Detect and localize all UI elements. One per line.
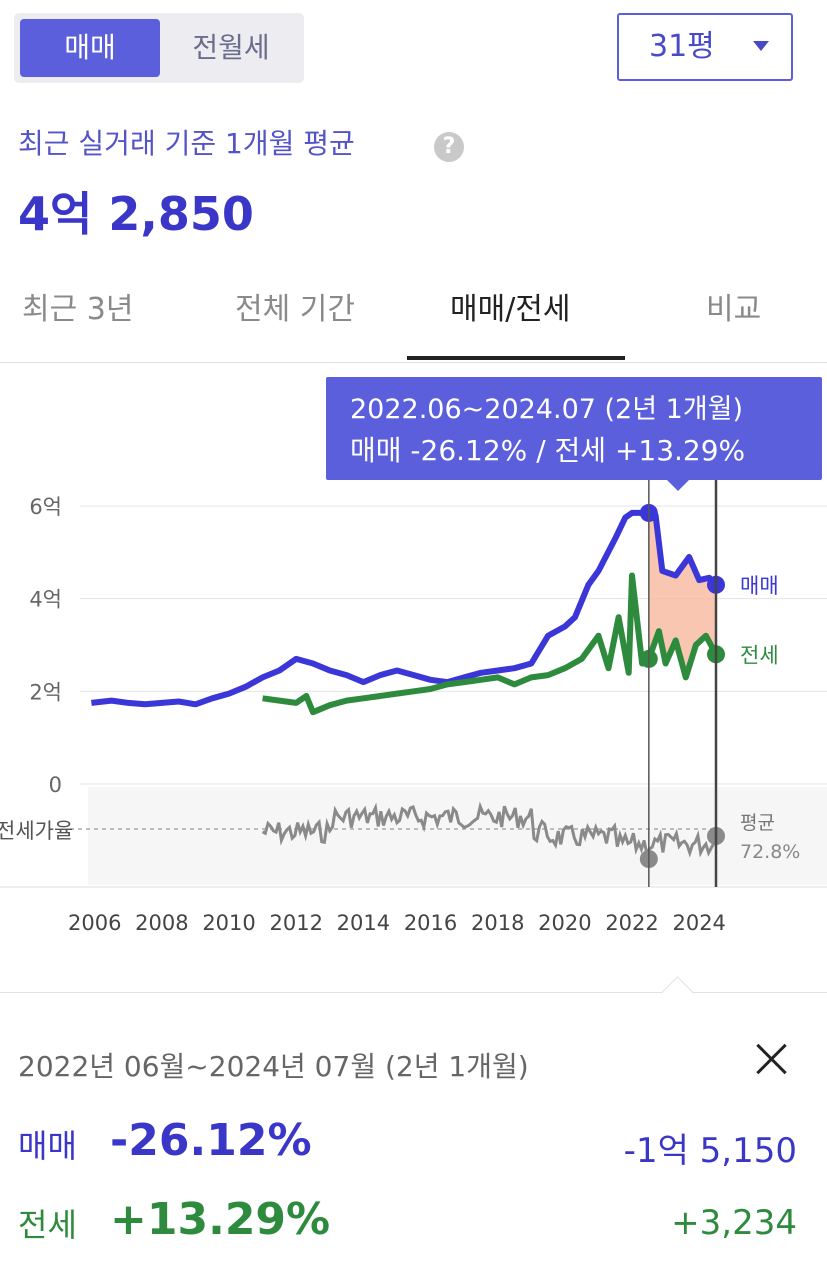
y-tick-label: 2억 <box>29 680 62 704</box>
area-select-value: 31평 <box>649 29 715 64</box>
x-tick-label: 2016 <box>404 911 457 935</box>
rent-row-amount: +3,234 <box>671 1203 797 1243</box>
y-tick-label: 6억 <box>29 495 62 519</box>
tab-all-period[interactable]: 전체 기간 <box>235 292 355 327</box>
x-tick-label: 2018 <box>471 911 524 935</box>
active-tab-indicator <box>407 356 625 360</box>
sale-toggle-button[interactable]: 매매 <box>20 19 160 77</box>
tab-compare[interactable]: 비교 <box>706 292 762 327</box>
tab-sale-rent[interactable]: 매매/전세 <box>450 292 571 327</box>
rent-row-pct: +13.29% <box>110 1194 331 1245</box>
tooltip-arrow <box>666 479 690 491</box>
ratio-avg-label: 평균 <box>740 812 775 834</box>
y-tick-label: 4억 <box>29 588 62 612</box>
area-select[interactable]: 31평 <box>617 13 793 81</box>
range-tooltip: 2022.06~2024.07 (2년 1개월) 매매 -26.12% / 전세… <box>326 377 822 491</box>
selection-fill <box>648 512 716 678</box>
rent-series-line <box>262 572 719 716</box>
rent-toggle-button[interactable]: 전월세 <box>192 31 270 64</box>
sale-row-amount: -1억 5,150 <box>623 1131 797 1171</box>
x-tick-label: 2014 <box>337 911 390 935</box>
x-tick-label: 2020 <box>538 911 591 935</box>
sale-row-label: 매매 <box>18 1127 77 1165</box>
rent-end-label: 전세 <box>740 643 779 667</box>
average-price: 4억 2,850 <box>18 187 254 241</box>
x-tick-label: 2006 <box>68 911 121 935</box>
average-label: 최근 실거래 기준 1개월 평균 <box>18 127 355 160</box>
deal-type-toggle: 매매 전월세 <box>14 13 304 83</box>
range-detail-panel: 2022년 06월~2024년 07월 (2년 1개월) 매매 -26.12% … <box>0 976 827 1264</box>
ratio-panel-bg <box>88 787 827 885</box>
x-tick-label: 2010 <box>202 911 255 935</box>
x-tick-label: 2022 <box>605 911 658 935</box>
rent-row-label: 전세 <box>18 1206 77 1244</box>
ratio-left-label: 전세가율 <box>0 819 73 843</box>
tooltip-changes: 매매 -26.12% / 전세 +13.29% <box>350 434 746 467</box>
tooltip-range: 2022.06~2024.07 (2년 1개월) <box>350 394 744 425</box>
detail-period: 2022년 06월~2024년 07월 (2년 1개월) <box>18 1050 529 1083</box>
ratio-series-line <box>261 801 716 858</box>
sale-series-line <box>91 509 719 708</box>
tab-recent-3y[interactable]: 최근 3년 <box>22 292 134 327</box>
caret-down-icon <box>753 41 769 51</box>
x-tick-label: 2024 <box>672 911 725 935</box>
help-icon[interactable]: ? <box>434 132 464 162</box>
close-icon[interactable] <box>752 1039 792 1079</box>
price-chart[interactable]: 0 2억 4억 6억 2006 2008 2010 2012 2014 2016 2018 2020 2… <box>0 362 827 992</box>
ratio-avg-value: 72.8% <box>740 841 800 863</box>
x-tick-label: 2012 <box>269 911 322 935</box>
period-tabs: 최근 3년 전체 기간 매매/전세 비교 <box>0 270 827 363</box>
y-tick-label: 0 <box>49 773 62 797</box>
x-tick-label: 2008 <box>135 911 188 935</box>
sale-end-label: 매매 <box>740 574 779 598</box>
sale-row-pct: -26.12% <box>110 1115 312 1166</box>
